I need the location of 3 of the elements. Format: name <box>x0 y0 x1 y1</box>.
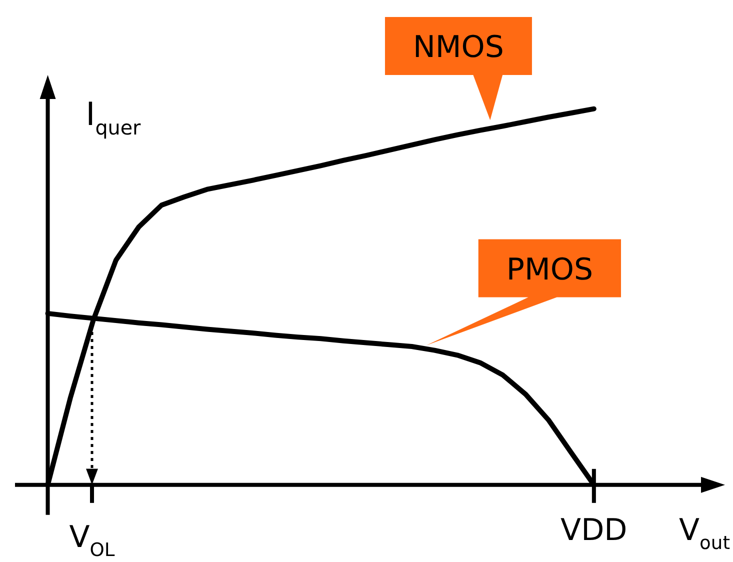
series-label: NMOS <box>412 30 504 66</box>
text: PMOS <box>506 252 594 288</box>
text: VDD <box>560 512 628 548</box>
